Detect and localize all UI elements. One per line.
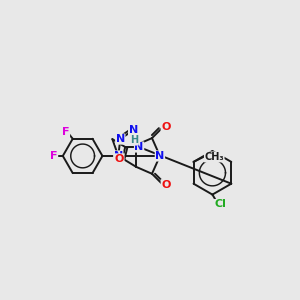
Text: N: N [128,125,138,135]
Text: N: N [114,151,123,161]
Text: O: O [161,180,170,190]
Text: N: N [116,134,125,144]
Text: F: F [62,127,70,137]
Text: O: O [161,122,170,132]
Text: O: O [115,154,124,164]
Text: H: H [130,135,138,145]
Text: Cl: Cl [214,200,226,209]
Text: F: F [50,151,58,161]
Text: N: N [134,142,144,152]
Text: CH₃: CH₃ [204,152,224,162]
Text: N: N [155,151,164,161]
